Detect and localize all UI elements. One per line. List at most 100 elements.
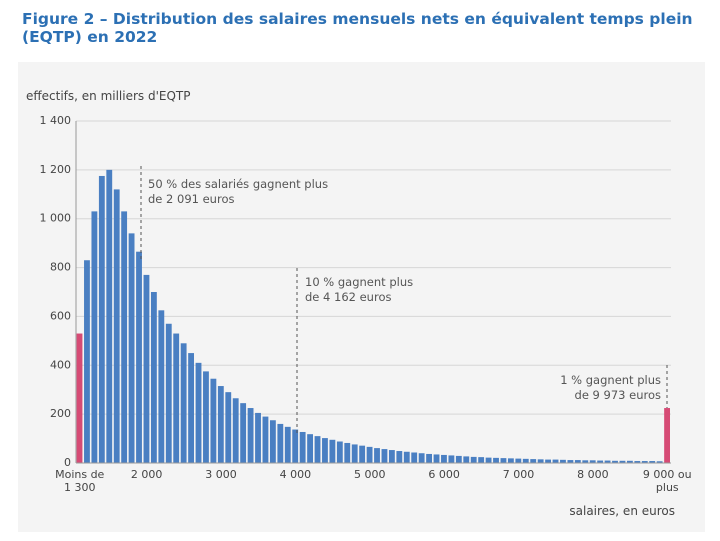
- y-tick-label: 800: [50, 261, 71, 274]
- bar: [150, 292, 157, 463]
- bar: [240, 403, 247, 463]
- x-tick-label: 3 000: [205, 468, 237, 481]
- bar: [522, 458, 529, 463]
- x-tick-label: 5 000: [354, 468, 386, 481]
- y-tick-label: 400: [50, 358, 71, 371]
- bar: [664, 408, 670, 463]
- bar: [626, 460, 633, 463]
- bar: [656, 461, 663, 463]
- bar: [567, 460, 574, 463]
- y-tick-label: 1 400: [40, 114, 72, 127]
- bar: [433, 454, 440, 463]
- annotation: 1 % gagnent plus de 9 973 euros: [560, 373, 661, 402]
- bar: [537, 459, 544, 463]
- bar: [128, 233, 135, 463]
- bar: [247, 408, 254, 463]
- bar: [441, 454, 447, 463]
- bar: [307, 434, 313, 463]
- bar: [649, 461, 656, 463]
- x-tick-label: 7 000: [502, 468, 535, 481]
- bar: [262, 416, 269, 463]
- bar: [560, 459, 566, 463]
- bar: [530, 459, 537, 463]
- bar: [448, 455, 455, 463]
- bar: [641, 461, 648, 463]
- bar: [329, 439, 336, 463]
- bar: [299, 431, 306, 463]
- bar: [411, 452, 418, 463]
- bar: [113, 189, 120, 463]
- annotation: 50 % des salariés gagnent plus de 2 091 …: [148, 177, 329, 206]
- bar: [336, 441, 343, 463]
- bar: [418, 453, 425, 463]
- bar: [292, 429, 299, 463]
- y-tick-label: 200: [50, 407, 71, 420]
- bar: [507, 458, 514, 463]
- bar: [500, 458, 507, 463]
- bar: [188, 353, 194, 463]
- bar: [255, 412, 261, 463]
- bar: [589, 460, 596, 463]
- bar: [545, 459, 551, 463]
- bar: [203, 371, 209, 463]
- bar: [619, 460, 626, 463]
- bar: [121, 211, 128, 463]
- bar: [597, 460, 604, 463]
- bar: [217, 386, 224, 463]
- x-tick-label: 8 000: [577, 468, 609, 481]
- annotation: 10 % gagnent plus de 4 162 euros: [305, 275, 414, 304]
- bar: [143, 274, 150, 463]
- bar: [84, 260, 90, 463]
- bar: [284, 426, 291, 463]
- bar: [515, 458, 522, 463]
- bar: [381, 449, 388, 463]
- x-tick-label: 9 000 ou plus: [642, 468, 692, 494]
- x-tick-label: 4 000: [279, 468, 312, 481]
- bar: [485, 457, 492, 463]
- bar: [195, 362, 202, 463]
- bar: [403, 451, 410, 463]
- x-axis-title: salaires, en euros: [569, 504, 675, 518]
- bar: [463, 456, 470, 463]
- bar: [552, 459, 559, 463]
- bar: [98, 175, 105, 463]
- y-axis-title: effectifs, en milliers d'EQTP: [26, 89, 191, 103]
- bar: [388, 450, 395, 463]
- bar: [455, 455, 462, 463]
- bar: [396, 451, 403, 463]
- bar: [634, 461, 641, 463]
- bar: [359, 445, 366, 463]
- bar: [374, 448, 380, 463]
- y-tick-label: 1 200: [40, 163, 72, 176]
- bar: [351, 444, 358, 463]
- y-tick-label: 1 000: [40, 212, 72, 225]
- x-tick-label: Moins de 1 300: [55, 468, 105, 494]
- bar: [314, 436, 321, 463]
- bar: [478, 457, 485, 463]
- bar: [158, 310, 165, 463]
- bar: [91, 211, 98, 463]
- bar: [165, 323, 172, 463]
- bar: [277, 423, 284, 463]
- bar: [470, 456, 477, 463]
- bar: [106, 169, 113, 463]
- bar: [210, 378, 217, 463]
- y-tick-label: 0: [64, 456, 71, 469]
- bar: [136, 251, 142, 463]
- chart-title: Figure 2 – Distribution des salaires men…: [22, 10, 693, 46]
- bar: [180, 343, 187, 463]
- bar: [322, 438, 328, 463]
- bar: [76, 333, 83, 463]
- bar: [493, 457, 499, 463]
- bar: [173, 333, 180, 463]
- bar: [574, 460, 581, 463]
- x-tick-label: 6 000: [428, 468, 460, 481]
- bar: [612, 460, 618, 463]
- x-tick-label: 2 000: [130, 468, 163, 481]
- bar: [366, 446, 373, 463]
- bar: [582, 460, 589, 463]
- bar: [269, 420, 276, 463]
- bar: [232, 398, 239, 463]
